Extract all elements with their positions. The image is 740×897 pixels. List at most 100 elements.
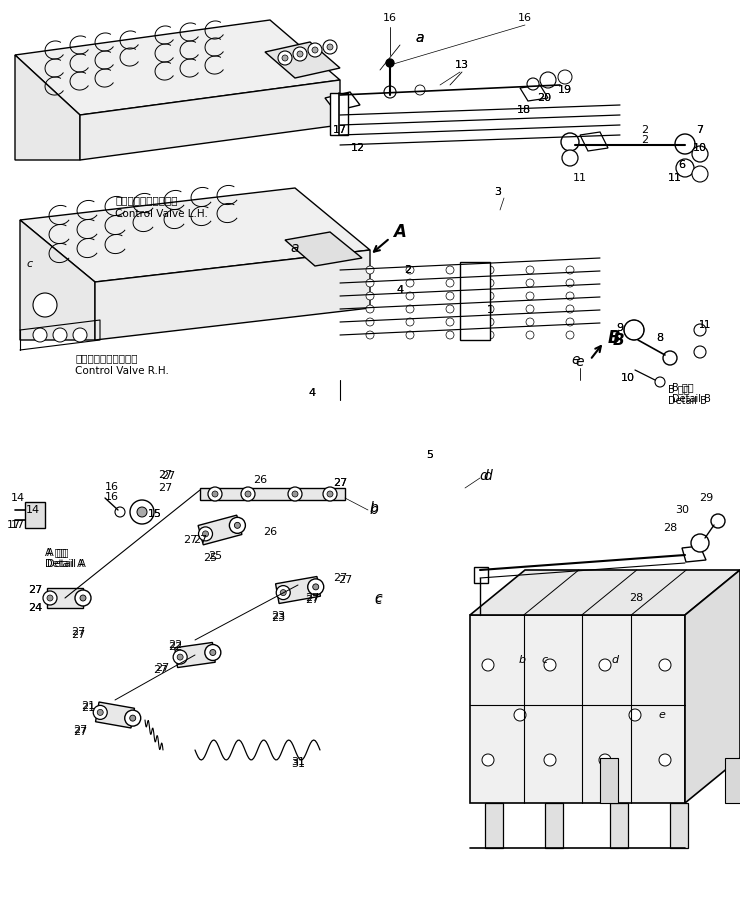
Text: 27: 27 — [183, 535, 197, 545]
Circle shape — [73, 328, 87, 342]
Circle shape — [130, 500, 154, 524]
Circle shape — [282, 55, 288, 61]
Text: Control Valve R.H.: Control Valve R.H. — [75, 366, 169, 376]
Text: 29: 29 — [699, 493, 713, 503]
Circle shape — [205, 645, 221, 660]
Circle shape — [229, 518, 246, 534]
Bar — [470, 615, 685, 803]
Circle shape — [386, 59, 394, 67]
Text: 27: 27 — [338, 575, 352, 585]
Text: 8: 8 — [656, 333, 664, 343]
Text: b: b — [369, 503, 378, 517]
Text: 18: 18 — [517, 105, 531, 115]
Text: 27: 27 — [305, 595, 319, 605]
Circle shape — [75, 590, 91, 606]
Text: 2: 2 — [405, 265, 411, 275]
Text: c: c — [542, 655, 548, 665]
Circle shape — [486, 318, 494, 326]
Circle shape — [125, 710, 141, 727]
Circle shape — [691, 534, 709, 552]
Text: e: e — [576, 355, 585, 369]
Bar — [460, 262, 490, 340]
Text: 27: 27 — [73, 725, 87, 735]
Circle shape — [198, 527, 212, 541]
Circle shape — [526, 331, 534, 339]
Text: 11: 11 — [668, 173, 682, 183]
Text: 8: 8 — [656, 333, 664, 343]
Circle shape — [544, 754, 556, 766]
Text: e: e — [572, 353, 580, 367]
Circle shape — [43, 591, 57, 605]
Text: 4: 4 — [309, 388, 315, 398]
Text: 25: 25 — [203, 553, 217, 563]
Text: 3: 3 — [494, 187, 502, 197]
Text: 13: 13 — [455, 60, 469, 70]
Text: A 詳細
Detail A: A 詳細 Detail A — [47, 547, 86, 569]
Text: a: a — [416, 31, 424, 45]
Bar — [600, 758, 618, 803]
Circle shape — [415, 85, 425, 95]
Circle shape — [177, 654, 183, 660]
Text: 27: 27 — [158, 470, 172, 480]
Circle shape — [406, 279, 414, 287]
Text: 2: 2 — [405, 265, 411, 275]
Text: 27: 27 — [333, 478, 347, 488]
Circle shape — [446, 292, 454, 300]
Circle shape — [366, 279, 374, 287]
Text: c: c — [374, 593, 382, 607]
Text: 11: 11 — [668, 173, 682, 183]
Circle shape — [203, 531, 209, 537]
Text: 12: 12 — [351, 143, 365, 153]
Text: 20: 20 — [537, 93, 551, 103]
Text: コントロールバルブ右: コントロールバルブ右 — [75, 353, 138, 363]
Text: 25: 25 — [208, 551, 222, 561]
Text: 27: 27 — [28, 585, 42, 595]
Text: 14: 14 — [26, 505, 40, 515]
Circle shape — [486, 292, 494, 300]
Text: A: A — [394, 223, 406, 241]
Text: B 詳細
Detail B: B 詳細 Detail B — [668, 384, 707, 405]
Text: 17: 17 — [7, 520, 21, 530]
Circle shape — [308, 43, 322, 57]
Text: 23: 23 — [271, 611, 285, 621]
Text: 27: 27 — [305, 593, 319, 603]
Text: d: d — [480, 469, 488, 483]
Text: 5: 5 — [426, 450, 434, 460]
Text: 12: 12 — [351, 143, 365, 153]
Text: 1: 1 — [486, 305, 494, 315]
Text: 17: 17 — [11, 520, 25, 530]
Polygon shape — [47, 588, 83, 608]
Text: a: a — [416, 31, 424, 45]
Text: 16: 16 — [383, 13, 397, 23]
Circle shape — [566, 318, 574, 326]
Text: 4: 4 — [397, 285, 403, 295]
Circle shape — [566, 331, 574, 339]
Circle shape — [482, 659, 494, 671]
Circle shape — [130, 715, 135, 721]
Text: 23: 23 — [271, 613, 285, 623]
Circle shape — [115, 507, 125, 517]
Circle shape — [33, 293, 57, 317]
Circle shape — [540, 72, 556, 88]
Circle shape — [366, 331, 374, 339]
Text: 7: 7 — [696, 125, 704, 135]
Text: 19: 19 — [558, 85, 572, 95]
Text: 10: 10 — [621, 373, 635, 383]
Circle shape — [599, 659, 611, 671]
Circle shape — [566, 305, 574, 313]
Circle shape — [676, 159, 694, 177]
Text: 9: 9 — [616, 323, 624, 333]
Circle shape — [599, 754, 611, 766]
Text: c: c — [374, 591, 382, 605]
Circle shape — [47, 595, 53, 601]
Circle shape — [526, 305, 534, 313]
Bar — [670, 803, 688, 848]
Circle shape — [406, 318, 414, 326]
Text: 17: 17 — [333, 125, 347, 135]
Bar — [545, 803, 563, 848]
Bar — [474, 567, 488, 583]
Polygon shape — [95, 702, 135, 728]
Text: 30: 30 — [675, 505, 689, 515]
Circle shape — [566, 266, 574, 274]
Circle shape — [406, 266, 414, 274]
